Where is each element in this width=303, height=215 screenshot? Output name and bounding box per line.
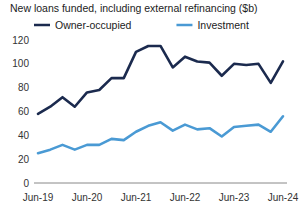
x-axis-line [34,183,287,184]
x-tick-label: Jun-23 [219,192,250,203]
y-tick-label: 100 [12,58,29,69]
x-tick-label: Jun-21 [121,192,152,203]
chart-container: New loans funded, including external ref… [0,0,303,215]
series-line [38,46,283,114]
y-tick-label: 0 [23,178,29,189]
legend-label: Owner-occupied [55,19,132,31]
y-tick-label: 20 [18,154,30,165]
title: New loans funded, including external ref… [10,2,257,14]
y-tick-label: 40 [18,130,30,141]
x-tick-label: Jun-22 [170,192,201,203]
x-tick-label: Jun-20 [72,192,103,203]
x-tick-label: Jun-19 [23,192,54,203]
legend-label: Investment [197,19,248,31]
legend-swatch [176,24,192,27]
y-tick-label: 80 [18,82,30,93]
y-tick-label: 60 [18,106,30,117]
chart-svg: New loans funded, including external ref… [0,0,303,215]
legend-swatch [34,24,50,27]
series-line [38,116,283,153]
y-tick-label: 120 [12,35,29,46]
x-tick-label: Jun-24 [268,192,299,203]
plot-area [38,46,283,153]
